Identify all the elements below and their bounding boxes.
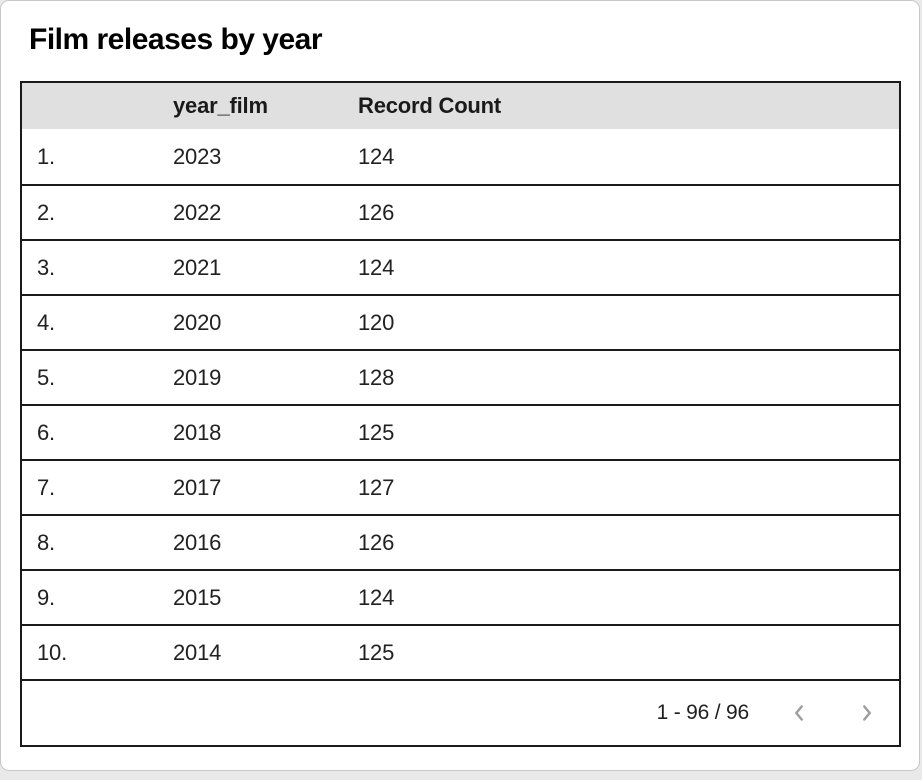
row-index: 7. [37, 474, 55, 500]
table-row: 5. 2019 128 [22, 349, 899, 404]
header-record-count[interactable]: Record Count [358, 93, 502, 118]
cell-record-count: 126 [358, 199, 395, 225]
cell-year-film: 2017 [173, 474, 222, 500]
table-row: 7. 2017 127 [22, 459, 899, 514]
table-row: 10. 2014 125 [22, 624, 899, 679]
next-page-button[interactable] [845, 691, 889, 735]
cell-year-film: 2021 [173, 254, 222, 280]
row-index: 2. [37, 199, 55, 225]
table-footer: 1 - 96 / 96 [22, 679, 899, 745]
chevron-right-icon [854, 700, 880, 726]
cell-year-film: 2018 [173, 419, 222, 445]
row-index: 5. [37, 364, 55, 390]
cell-record-count: 124 [358, 584, 395, 610]
row-index: 8. [37, 529, 55, 555]
table-row: 9. 2015 124 [22, 569, 899, 624]
row-index: 6. [37, 419, 55, 445]
cell-year-film: 2016 [173, 529, 222, 555]
pagination-range: 1 - 96 / 96 [656, 701, 750, 724]
cell-year-film: 2020 [173, 309, 222, 335]
chevron-left-icon [786, 700, 812, 726]
table-row: 8. 2016 126 [22, 514, 899, 569]
cell-year-film: 2014 [173, 639, 222, 665]
cell-year-film: 2019 [173, 364, 222, 390]
row-index: 10. [37, 639, 67, 665]
row-index: 4. [37, 309, 55, 335]
header-year-film[interactable]: year_film [173, 93, 268, 118]
cell-year-film: 2023 [173, 143, 222, 169]
cell-record-count: 126 [358, 529, 395, 555]
table-row: 1. 2023 124 [22, 129, 899, 184]
table-row: 3. 2021 124 [22, 239, 899, 294]
cell-record-count: 125 [358, 419, 395, 445]
table-row: 6. 2018 125 [22, 404, 899, 459]
cell-record-count: 120 [358, 309, 395, 335]
row-index: 9. [37, 584, 55, 610]
cell-record-count: 128 [358, 364, 395, 390]
prev-page-button[interactable] [777, 691, 821, 735]
cell-record-count: 127 [358, 474, 395, 500]
cell-record-count: 125 [358, 639, 395, 665]
cell-record-count: 124 [358, 143, 395, 169]
page-title: Film releases by year [29, 23, 323, 56]
row-index: 3. [37, 254, 55, 280]
cell-year-film: 2015 [173, 584, 222, 610]
data-table: year_film Record Count 1. 2023 124 2. 20… [20, 81, 901, 747]
table-row: 4. 2020 120 [22, 294, 899, 349]
cell-record-count: 124 [358, 254, 395, 280]
table-row: 2. 2022 126 [22, 184, 899, 239]
table-header-row: year_film Record Count [22, 83, 899, 129]
row-index: 1. [37, 143, 55, 169]
cell-year-film: 2022 [173, 199, 222, 225]
